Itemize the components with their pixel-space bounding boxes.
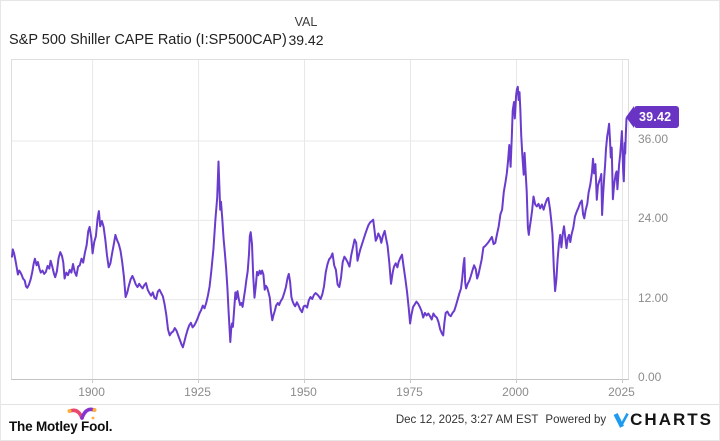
jester-hat-icon [67, 407, 97, 420]
x-axis-label: 2025 [608, 385, 635, 399]
timestamp-text: Dec 12, 2025, 3:27 AM EST [395, 414, 539, 426]
cape-line-chart [11, 60, 628, 383]
gridlines [12, 60, 628, 379]
x-axis-label: 2000 [502, 385, 529, 399]
ycharts-logo[interactable]: CHARTS [613, 410, 713, 430]
page-title: S&P 500 Shiller CAPE Ratio (I:SP500CAP) [9, 32, 287, 48]
ycharts-wordmark: CHARTS [630, 410, 713, 429]
value-column: VAL 39.42 [273, 15, 339, 48]
y-axis-label: 12.00 [638, 290, 669, 305]
val-current-value: 39.42 [288, 32, 324, 48]
x-axis-label: 1900 [78, 385, 105, 399]
motley-fool-wordmark: The Motley Fool. [9, 419, 113, 434]
x-axis-label: 1925 [184, 385, 211, 399]
footer-attribution: Dec 12, 2025, 3:27 AM EST Powered by CHA… [396, 410, 713, 430]
plot-area[interactable] [11, 59, 629, 383]
motley-fool-logo[interactable]: The Motley Fool. [9, 406, 119, 438]
y-axis-label: 24.00 [638, 211, 669, 226]
footer-divider [1, 404, 719, 405]
badge-value: 39.42 [634, 106, 680, 129]
cape-ratio-line [11, 85, 628, 349]
powered-by-text: Powered by [545, 414, 607, 426]
y-axis-label: 0.00 [638, 370, 662, 384]
val-column-header: VAL [294, 15, 318, 29]
x-axis-label: 1950 [290, 385, 317, 399]
last-value-badge: 39.42 [626, 106, 680, 129]
x-axis-ticks [92, 379, 623, 383]
y-axis-label: 36.00 [638, 131, 669, 146]
badge-arrow-icon [626, 106, 634, 129]
x-axis-label: 1975 [396, 385, 423, 399]
cape-ratio-series [11, 85, 628, 349]
ycharts-y-icon [613, 412, 629, 428]
